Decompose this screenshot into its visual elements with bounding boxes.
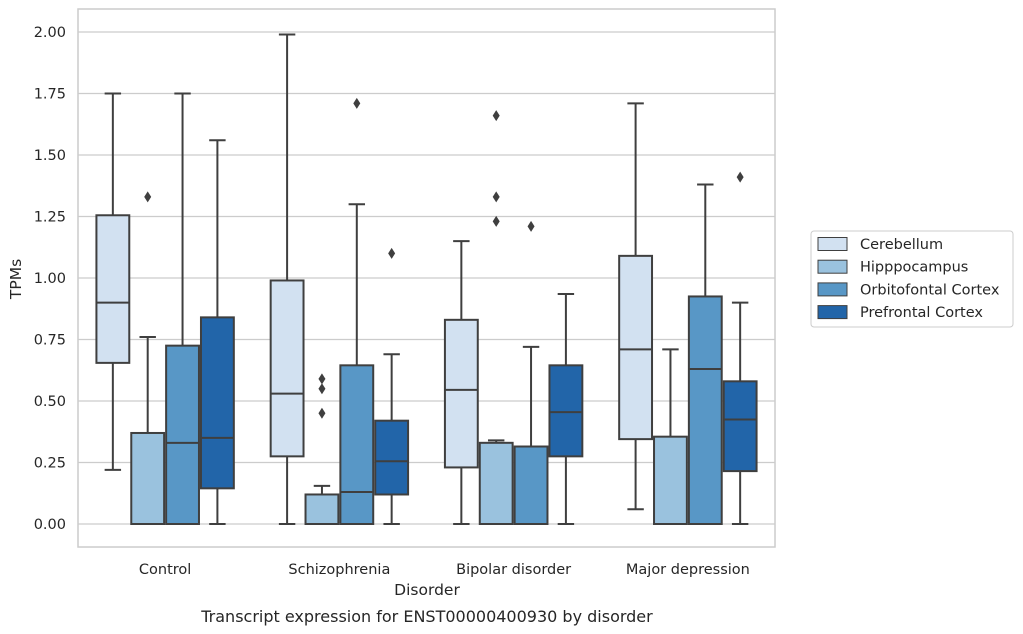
outlier-point — [144, 191, 152, 203]
legend-entry-cerebellum: Cerebellum — [817, 237, 943, 253]
chart-caption: Transcript expression for ENST0000040093… — [200, 607, 653, 626]
box-iqr — [653, 435, 688, 526]
box-iqr — [95, 214, 131, 364]
box-iqr — [269, 279, 305, 458]
box-schizophrenia-orbitofontal-cortex — [339, 97, 375, 525]
x-axis-title: Disorder — [394, 581, 460, 599]
y-tick-label: 0.75 — [34, 333, 66, 349]
box-iqr — [304, 493, 340, 526]
legend-entry-prefrontal-cortex: Prefrontal Cortex — [817, 305, 983, 321]
box-bipolar-disorder-prefrontal-cortex — [548, 292, 584, 525]
legend-entries: Cerebellum Hipppocampus Orbitofontal Corte… — [817, 237, 1000, 321]
legend-frame — [810, 230, 1014, 328]
y-tick-label: 1.00 — [34, 271, 66, 287]
y-tick-labels: 0.00 0.25 0.50 0.75 1.00 1.25 1.50 1.75 2.00 — [34, 25, 66, 533]
outlier-point — [492, 215, 500, 227]
box-iqr — [618, 254, 654, 441]
outlier-point — [318, 407, 326, 419]
legend-label: Orbitofontal Cortex — [860, 282, 1000, 298]
outlier-point — [736, 171, 744, 183]
x-tick-label-schizophrenia: Schizophrenia — [288, 562, 390, 578]
box-iqr — [687, 295, 723, 526]
box-iqr — [722, 380, 758, 473]
x-tick-label-control: Control — [139, 562, 191, 578]
box-bipolar-disorder-orbitofontal-cortex — [513, 220, 549, 526]
outlier-point — [318, 373, 326, 385]
y-axis-title: TPMs — [7, 259, 25, 300]
box-bipolar-disorder-hipppocampus — [478, 110, 514, 526]
box-schizophrenia-cerebellum — [269, 33, 305, 525]
box-control-prefrontal-cortex — [199, 139, 235, 525]
box-control-cerebellum — [95, 92, 131, 471]
box-series-group — [95, 33, 758, 526]
legend-swatch — [817, 282, 848, 297]
legend-label: Cerebellum — [860, 237, 943, 253]
outlier-point — [527, 220, 535, 232]
legend-swatch — [817, 237, 848, 251]
legend: Cerebellum Hipppocampus Orbitofontal Corte… — [810, 230, 1014, 328]
legend-label: Prefrontal Cortex — [860, 305, 983, 321]
outlier-point — [388, 247, 396, 259]
box-major-depression-prefrontal-cortex — [722, 171, 758, 525]
y-tick-label: 1.75 — [34, 87, 66, 103]
y-tick-label: 0.50 — [34, 394, 66, 410]
legend-swatch — [817, 305, 848, 320]
outlier-point — [492, 110, 500, 122]
box-schizophrenia-prefrontal-cortex — [374, 247, 410, 525]
y-tick-label: 0.00 — [34, 517, 66, 533]
box-iqr — [478, 441, 514, 526]
x-tick-labels: Control Schizophrenia Bipolar disorder Majo… — [139, 562, 750, 578]
box-iqr — [443, 318, 479, 469]
box-schizophrenia-hipppocampus — [304, 373, 340, 526]
box-iqr — [130, 431, 166, 526]
outlier-point — [492, 191, 500, 203]
x-tick-label-major-depression: Major depression — [626, 562, 750, 578]
x-tick-label-bipolar-disorder: Bipolar disorder — [456, 562, 571, 578]
box-iqr — [548, 364, 584, 458]
box-iqr — [374, 419, 410, 496]
box-iqr — [199, 316, 235, 490]
box-major-depression-orbitofontal-cortex — [687, 183, 723, 526]
box-iqr — [165, 344, 200, 525]
y-tick-label: 2.00 — [34, 25, 66, 41]
y-tick-label: 1.25 — [34, 210, 66, 226]
y-tick-label: 0.25 — [34, 456, 66, 472]
box-control-orbitofontal-cortex — [165, 92, 200, 525]
outlier-point — [318, 383, 326, 395]
legend-label: Hipppocampus — [860, 260, 968, 276]
legend-entry-hipppocampus: Hipppocampus — [817, 259, 968, 276]
outlier-point — [353, 97, 361, 109]
box-iqr — [513, 445, 549, 526]
box-iqr — [339, 364, 375, 525]
plot-frame — [77, 8, 776, 548]
box-major-depression-cerebellum — [618, 102, 654, 511]
y-tick-label: 1.50 — [34, 148, 66, 164]
box-major-depression-hipppocampus — [653, 348, 688, 526]
box-bipolar-disorder-cerebellum — [443, 240, 479, 525]
box-control-hipppocampus — [130, 191, 166, 526]
legend-entry-orbitofontal-cortex: Orbitofontal Cortex — [817, 282, 1000, 298]
legend-swatch — [817, 259, 848, 274]
